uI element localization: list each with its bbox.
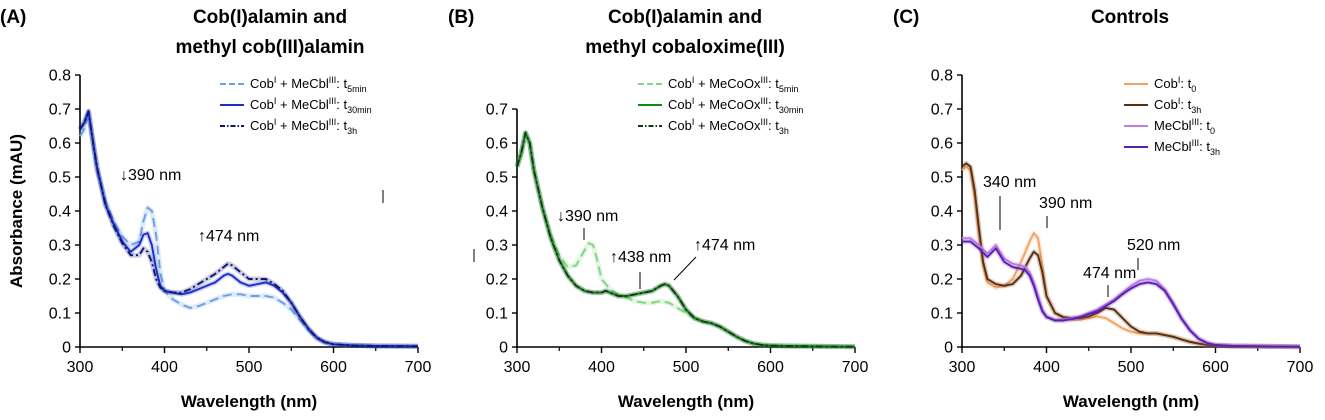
- chart-panel-a: (A) Cob(I)alamin and methyl cob(III)alamin…: [0, 7, 475, 411]
- panel-label: (B): [448, 7, 474, 28]
- legend-label: CobI: t0: [1154, 75, 1196, 94]
- x-tick-label: 600: [320, 359, 347, 376]
- chart-panel-c: (C) Controls 0 0.1 0.2 0.3 0.4 0.5 0.6 0.7 0.8 300 4…: [893, 7, 1313, 411]
- y-tick-label: 0.3: [49, 238, 71, 255]
- x-tick-label: 400: [588, 359, 615, 376]
- series-line: [79, 111, 419, 348]
- legend-label: CobI + MeCblIII: t5min: [250, 75, 367, 94]
- y-tick-label: 0.8: [49, 68, 71, 85]
- x-tick-label: 500: [1118, 359, 1145, 376]
- x-tick-label: 400: [151, 359, 178, 376]
- series-line: [79, 111, 419, 348]
- x-tick-label: 500: [673, 359, 700, 376]
- y-tick-label: 0.3: [931, 238, 953, 255]
- y-tick-label: 0.3: [486, 238, 508, 255]
- x-tick-label: 300: [949, 359, 976, 376]
- x-tick-label: 300: [504, 359, 531, 376]
- x-tick-label: 400: [1033, 359, 1060, 376]
- peak-annotation: 474 nm: [1083, 265, 1136, 282]
- chart-title-line: Cob(I)alamin and: [608, 7, 762, 28]
- peak-annotation: 340 nm: [983, 174, 1036, 191]
- panel-label: (C): [893, 7, 919, 28]
- y-axis-label: Absorbance (mAU): [7, 134, 26, 288]
- y-tick-label: 0.2: [49, 272, 71, 289]
- legend-label: CobI + MeCoOxIII: t5min: [668, 75, 798, 94]
- series-line: [516, 131, 856, 348]
- peak-annotation: ↑474 nm: [198, 228, 259, 245]
- y-tick-label: 0.5: [49, 170, 71, 187]
- chart-title-line: Cob(I)alamin and: [193, 7, 347, 28]
- y-tick-label: 0: [499, 340, 508, 357]
- legend-label: CobI + MeCblIII: t30min: [250, 96, 372, 115]
- x-tick-label: 700: [405, 359, 432, 376]
- x-tick-label: 300: [67, 359, 94, 376]
- legend-label: CobI + MeCblIII: t3h: [250, 117, 357, 136]
- series-line: [961, 162, 1301, 348]
- y-tick-label: 0.1: [931, 306, 953, 323]
- series-band: [960, 164, 1301, 350]
- y-tick-label: 0.8: [931, 68, 953, 85]
- peak-annotation: 520 nm: [1127, 237, 1180, 254]
- series-band: [514, 130, 856, 350]
- series-line: [961, 165, 1301, 348]
- y-tick-label: 0.5: [486, 170, 508, 187]
- y-tick-label: 0: [62, 340, 71, 357]
- chart-panel-b: (B) Cob(I)alamin and methyl cobaloxime(III…: [448, 7, 868, 411]
- y-tick-label: 0.7: [931, 102, 953, 119]
- y-tick-label: 0.1: [49, 306, 71, 323]
- y-tick-label: 0.6: [931, 136, 953, 153]
- x-axis-label: Wavelength (nm): [181, 392, 317, 411]
- chart-title-line: methyl cob(III)alamin: [176, 37, 365, 58]
- chart-title-line: methyl cobaloxime(III): [585, 37, 785, 58]
- x-tick-label: 500: [236, 359, 263, 376]
- peak-annotation: 390 nm: [1039, 195, 1092, 212]
- peak-annotation: ↓390 nm: [557, 208, 618, 225]
- peak-annotation: ↓390 nm: [120, 167, 181, 184]
- annotation-leader: [673, 256, 697, 281]
- x-axis-label: Wavelength (nm): [618, 392, 754, 411]
- legend-label: MeCblIII: t3h: [1154, 138, 1220, 157]
- y-tick-label: 0.6: [49, 136, 71, 153]
- x-tick-label: 600: [757, 359, 784, 376]
- y-tick-label: 0.5: [931, 170, 953, 187]
- y-tick-label: 0.4: [931, 204, 953, 221]
- legend-label: CobI: t3h: [1154, 96, 1201, 115]
- y-tick-label: 0: [944, 340, 953, 357]
- legend-label: CobI + MeCoOxIII: t30min: [668, 96, 803, 115]
- panel-label: (A): [0, 7, 26, 28]
- x-tick-label: 600: [1202, 359, 1229, 376]
- x-tick-label: 700: [1287, 359, 1314, 376]
- peak-annotation: ↑474 nm: [694, 237, 755, 254]
- x-axis-label: Wavelength (nm): [1063, 392, 1199, 411]
- series-line: [962, 240, 1301, 348]
- peak-annotation: ↑438 nm: [610, 249, 671, 266]
- legend-label: MeCblIII: t0: [1154, 117, 1215, 136]
- y-tick-label: 0.1: [486, 306, 508, 323]
- x-tick-label: 700: [842, 359, 869, 376]
- y-tick-label: 0.4: [486, 204, 508, 221]
- chart-title-line: Controls: [1091, 7, 1169, 28]
- legend-label: CobI + MeCoOxIII: t3h: [668, 117, 789, 136]
- y-tick-label: 0.4: [49, 204, 71, 221]
- y-tick-label: 0.7: [486, 102, 508, 119]
- y-tick-label: 0.7: [49, 102, 71, 119]
- y-tick-label: 0.6: [486, 136, 508, 153]
- y-tick-label: 0.2: [486, 272, 508, 289]
- y-tick-label: 0.2: [931, 272, 953, 289]
